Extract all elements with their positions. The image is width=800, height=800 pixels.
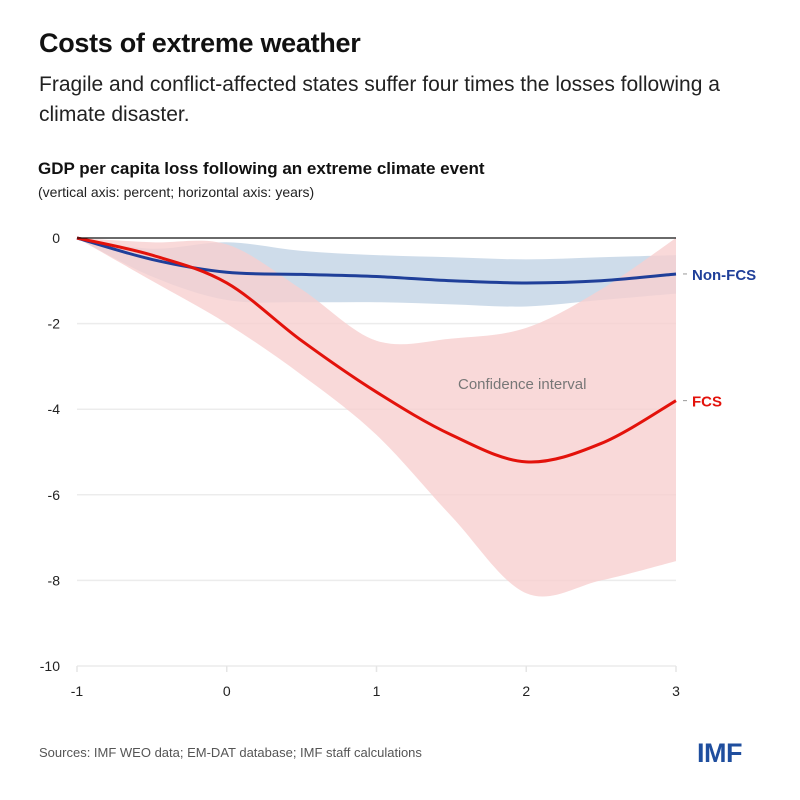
series-label-non-fcs: Non-FCS (692, 267, 756, 284)
x-tick-label: -1 (71, 683, 84, 699)
series-lines (76, 236, 677, 464)
x-tick-label: 1 (373, 683, 381, 699)
confidence-band-fcs (77, 238, 676, 597)
y-tick-label: -10 (40, 658, 60, 674)
x-tick-label: 2 (522, 683, 530, 699)
chart-subtitle: (vertical axis: percent; horizontal axis… (38, 184, 315, 200)
confidence-interval-annotation: Confidence interval (458, 376, 586, 393)
source-note: Sources: IMF WEO data; EM-DAT database; … (39, 745, 422, 760)
x-tick-label: 3 (672, 683, 680, 699)
x-tick-label: 0 (223, 683, 231, 699)
y-tick-label: -8 (48, 572, 61, 588)
axes: 0-2-4-6-8-10-1 0 1 2 3 (40, 230, 680, 699)
y-tick-label: -4 (48, 401, 61, 417)
page-title: Costs of extreme weather (39, 28, 361, 58)
series-line-fcs (76, 236, 677, 464)
page-subtitle: Fragile and conflict-affected states suf… (39, 73, 720, 126)
series-line-non-fcs (76, 236, 677, 285)
y-tick-label: -6 (48, 487, 61, 503)
imf-logo: IMF (697, 738, 743, 768)
y-tick-label: -2 (48, 316, 61, 332)
confidence-bands (77, 238, 676, 597)
y-tick-label: 0 (52, 230, 60, 246)
series-label-fcs: FCS (692, 394, 722, 411)
chart-title: GDP per capita loss following an extreme… (38, 159, 485, 178)
series-labels: Non-FCS FCS (683, 267, 756, 411)
